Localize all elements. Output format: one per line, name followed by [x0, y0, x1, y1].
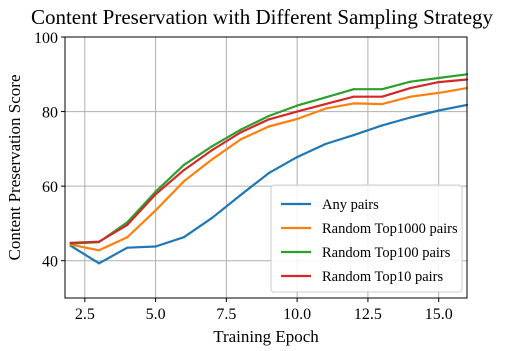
data-point	[409, 95, 412, 98]
x-tick-label: 2.5	[75, 306, 95, 323]
data-point	[296, 104, 299, 107]
data-point	[380, 88, 384, 91]
data-point	[154, 193, 157, 196]
data-point	[239, 128, 242, 131]
data-point	[97, 262, 101, 265]
data-point	[352, 102, 355, 105]
x-tick-label: 10.0	[283, 306, 311, 323]
data-point	[211, 148, 214, 152]
y-tick-label: 100	[34, 30, 58, 47]
data-point	[352, 88, 355, 91]
data-point	[409, 86, 412, 90]
y-tick-label: 60	[42, 179, 58, 196]
data-point	[154, 245, 157, 248]
data-point	[324, 142, 327, 146]
data-point	[380, 103, 384, 106]
data-point	[296, 155, 299, 159]
data-point	[97, 249, 101, 252]
legend: Any pairs Random Top1000 pairs Random Top1…	[270, 184, 463, 293]
data-point	[267, 125, 270, 128]
data-point	[437, 81, 440, 84]
data-point	[126, 236, 129, 239]
legend-box	[270, 184, 463, 293]
axis-ticks: 2.5 5.0 7.5 10.0 12.5 15.0 40 60 80 100	[34, 30, 453, 323]
data-point	[324, 103, 327, 106]
legend-label: Random Top100 pairs	[322, 245, 451, 261]
data-point	[352, 95, 355, 98]
data-point	[296, 110, 299, 113]
data-point	[182, 163, 186, 166]
data-point	[437, 76, 440, 80]
data-point	[239, 193, 242, 197]
legend-label: Random Top1000 pairs	[322, 221, 458, 237]
data-point	[126, 246, 129, 249]
data-point	[296, 117, 299, 121]
data-point	[154, 190, 157, 193]
plot-frame	[64, 36, 468, 299]
data-point	[239, 131, 242, 134]
data-point	[267, 171, 270, 175]
data-point	[69, 241, 72, 244]
x-tick-label: 15.0	[425, 306, 453, 323]
x-axis-label: Training Epoch	[213, 327, 319, 346]
data-point	[437, 91, 440, 95]
y-tick-label: 40	[42, 254, 58, 271]
legend-label: Any pairs	[322, 197, 379, 213]
x-tick-label: 12.5	[354, 306, 382, 323]
data-point	[267, 114, 270, 118]
data-point	[126, 223, 129, 227]
data-point	[97, 240, 101, 243]
data-point	[409, 116, 412, 119]
data-point	[380, 124, 384, 127]
data-point	[182, 169, 186, 172]
x-tick-label: 7.5	[216, 306, 236, 323]
data-point	[182, 180, 186, 183]
x-tick-label: 5.0	[146, 306, 166, 323]
data-point	[380, 95, 384, 98]
data-point	[409, 80, 412, 83]
data-point	[239, 138, 242, 141]
y-axis-label: Content Preservation Score	[5, 74, 24, 260]
data-point	[182, 236, 186, 239]
data-point	[437, 109, 440, 112]
series-layer	[69, 73, 469, 265]
data-point	[267, 118, 270, 121]
data-point	[154, 209, 157, 212]
data-point	[324, 96, 327, 99]
data-point	[352, 133, 355, 137]
data-point	[211, 145, 214, 148]
data-point	[211, 158, 214, 161]
y-tick-label: 80	[42, 105, 58, 122]
legend-label: Random Top10 pairs	[322, 269, 444, 285]
chart-title: Content Preservation with Different Samp…	[31, 5, 494, 29]
data-point	[324, 107, 327, 110]
data-point	[211, 216, 214, 219]
